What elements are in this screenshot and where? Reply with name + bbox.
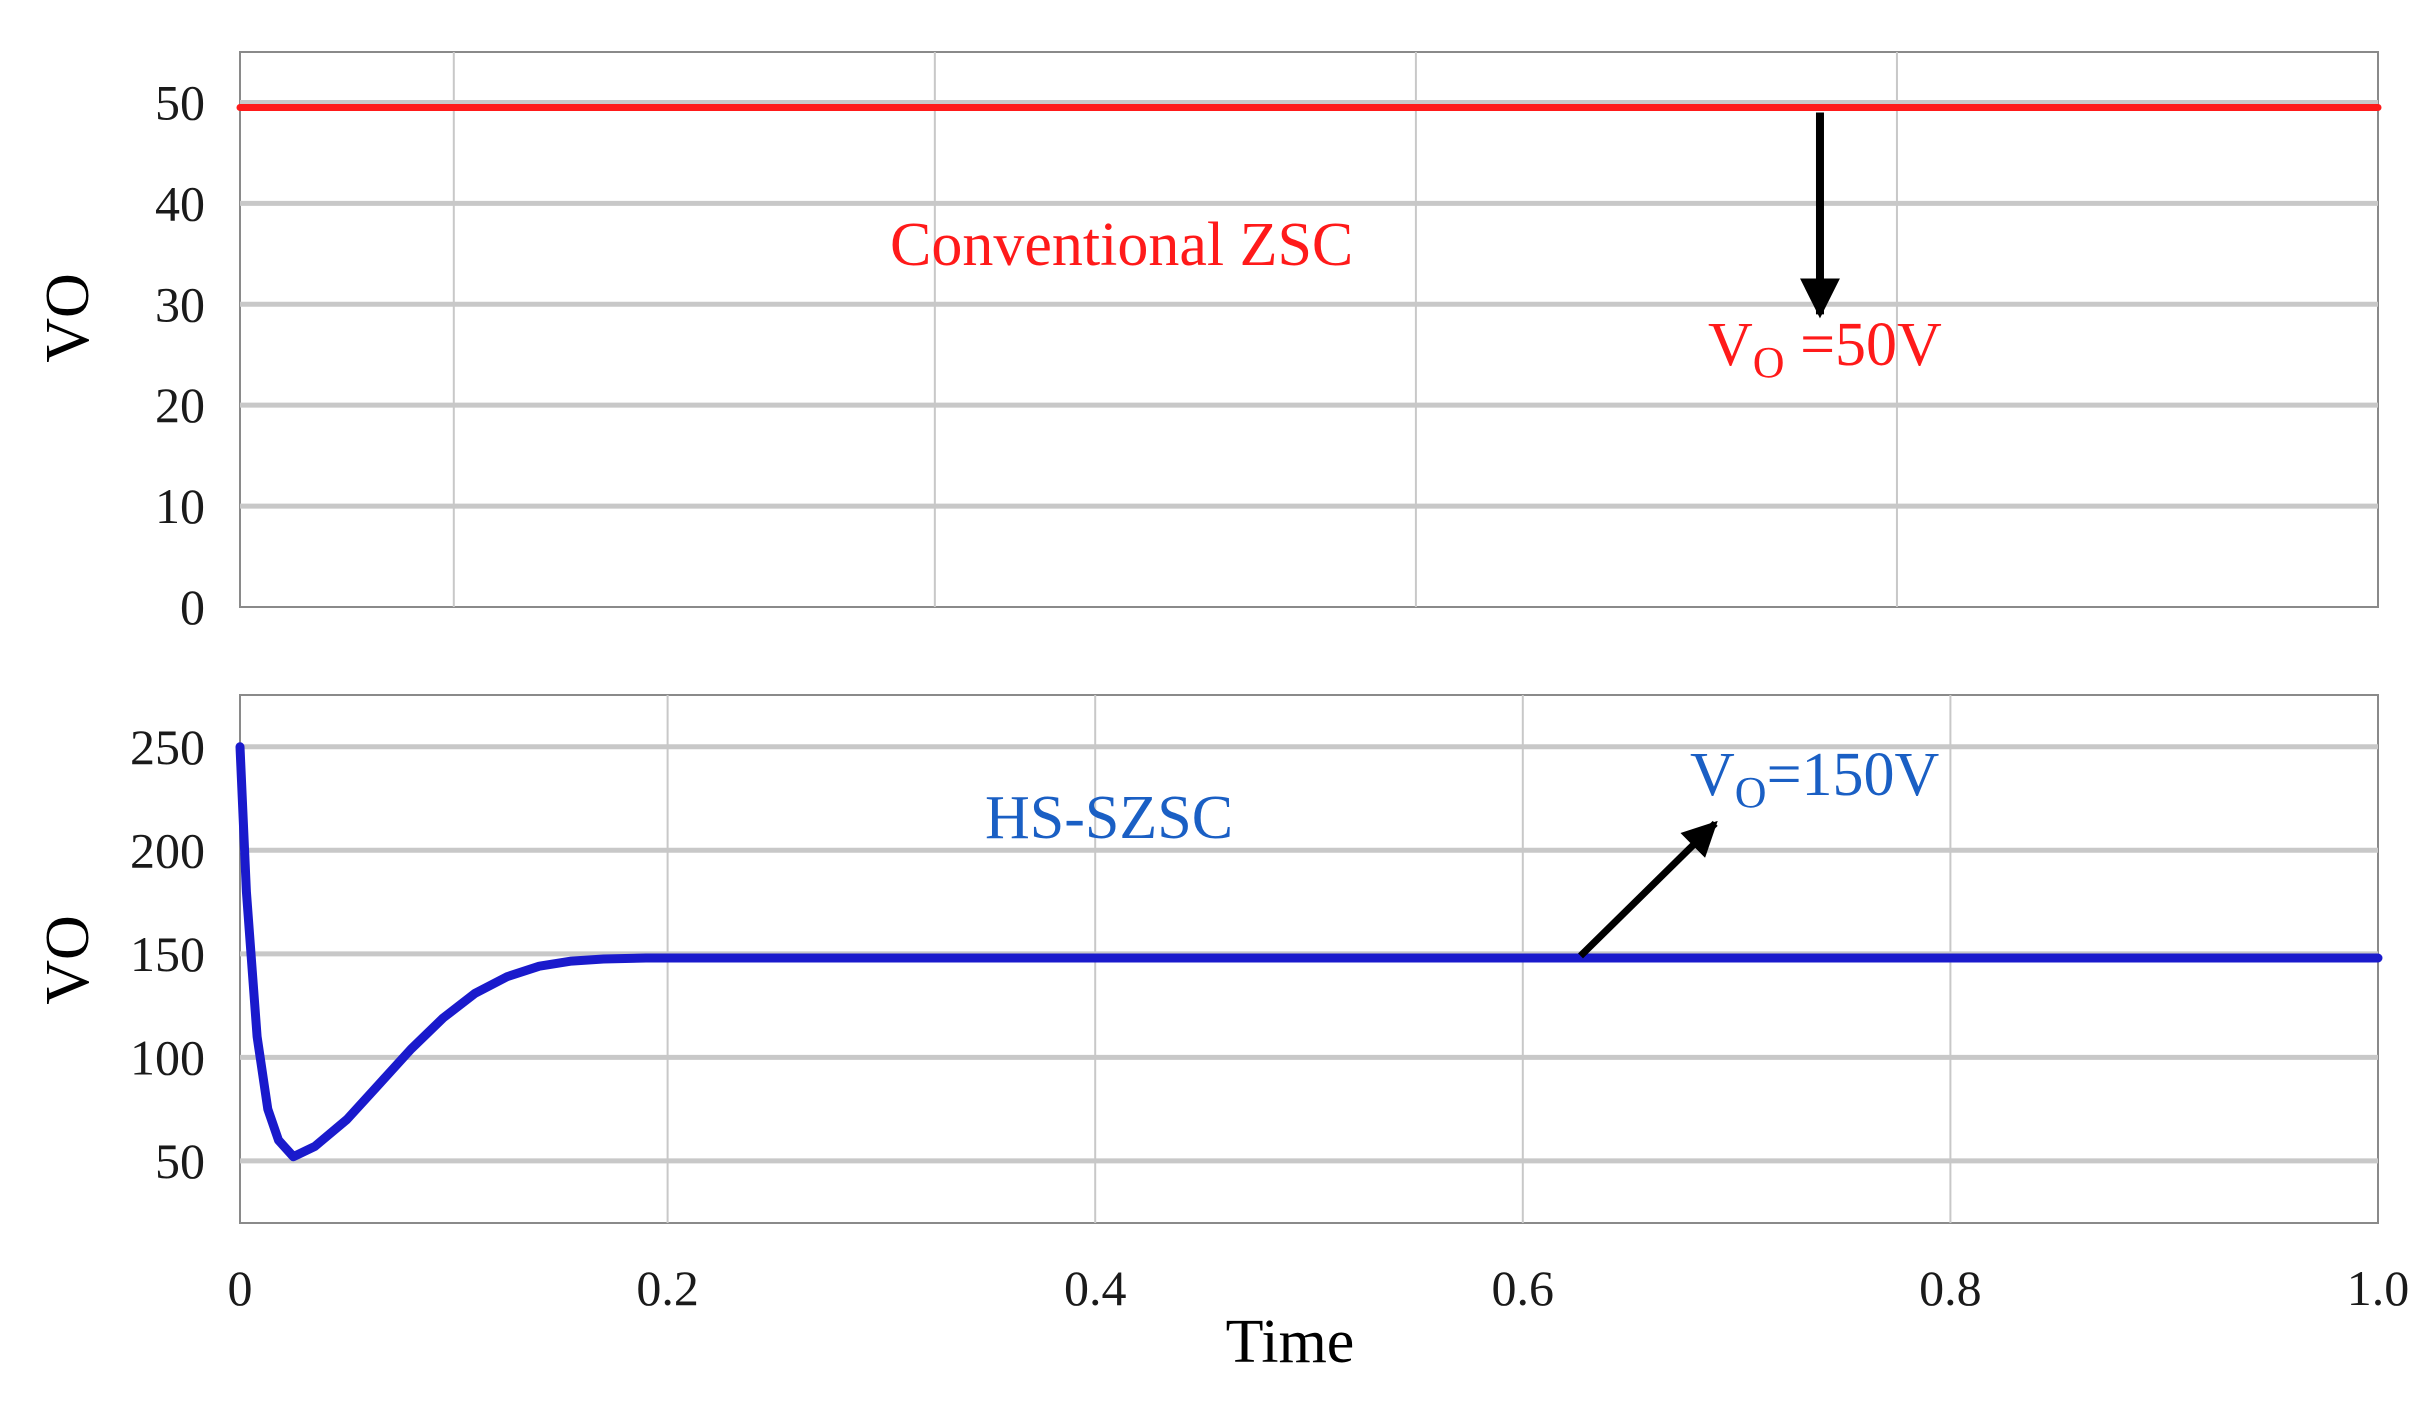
top-vo-sub: O — [1753, 338, 1785, 387]
x-tick-label: 0.8 — [1919, 1260, 1982, 1316]
x-tick-label: 0.4 — [1064, 1260, 1127, 1316]
top-y-tick-labels: 0 10 20 30 40 50 — [155, 74, 205, 635]
y-tick-label: 0 — [180, 579, 205, 635]
top-vo-main: V — [1708, 311, 1753, 379]
bottom-y-axis-label: VO — [34, 915, 102, 1005]
y-tick-label: 10 — [155, 478, 205, 534]
top-plot-area — [239, 51, 2379, 608]
x-tick-label: 1.0 — [2347, 1260, 2410, 1316]
x-tick-label: 0.6 — [1492, 1260, 1555, 1316]
x-tick-label: 0 — [228, 1260, 253, 1316]
y-tick-label: 250 — [130, 719, 205, 775]
bottom-series — [235, 742, 2383, 1162]
bottom-y-tick-labels: 50 100 150 200 250 — [130, 719, 205, 1189]
top-grid — [240, 52, 2378, 607]
bottom-annotation-arrow — [1578, 820, 1718, 959]
y-tick-label: 50 — [155, 1133, 205, 1189]
y-tick-label: 30 — [155, 276, 205, 332]
bottom-x-tick-labels: 0 0.2 0.4 0.6 0.8 1.0 — [228, 1260, 2410, 1316]
x-axis-label: Time — [1226, 1308, 1355, 1376]
top-panel: 0 10 20 30 40 50 VO Conventional ZSC VO =50V — [34, 51, 2382, 635]
x-tick-label: 0.2 — [636, 1260, 699, 1316]
y-tick-label: 150 — [130, 926, 205, 982]
bottom-vo-main: V — [1690, 741, 1735, 809]
series-line — [235, 742, 2383, 1162]
top-series-label: Conventional ZSC — [890, 211, 1353, 279]
bottom-vo-annotation: VO=150V — [1690, 741, 1940, 817]
y-tick-label: 200 — [130, 822, 205, 878]
y-tick-label: 40 — [155, 175, 205, 231]
top-vo-annotation: VO =50V — [1708, 311, 1942, 387]
bottom-vo-sub: O — [1735, 768, 1767, 817]
y-tick-label: 50 — [155, 74, 205, 130]
top-vo-value: =50V — [1785, 311, 1942, 379]
bottom-vo-value: =150V — [1767, 741, 1940, 809]
y-tick-label: 20 — [155, 377, 205, 433]
top-y-axis-label: VO — [34, 273, 102, 363]
y-tick-label: 100 — [130, 1029, 205, 1085]
bottom-series-label: HS-SZSC — [985, 784, 1233, 852]
